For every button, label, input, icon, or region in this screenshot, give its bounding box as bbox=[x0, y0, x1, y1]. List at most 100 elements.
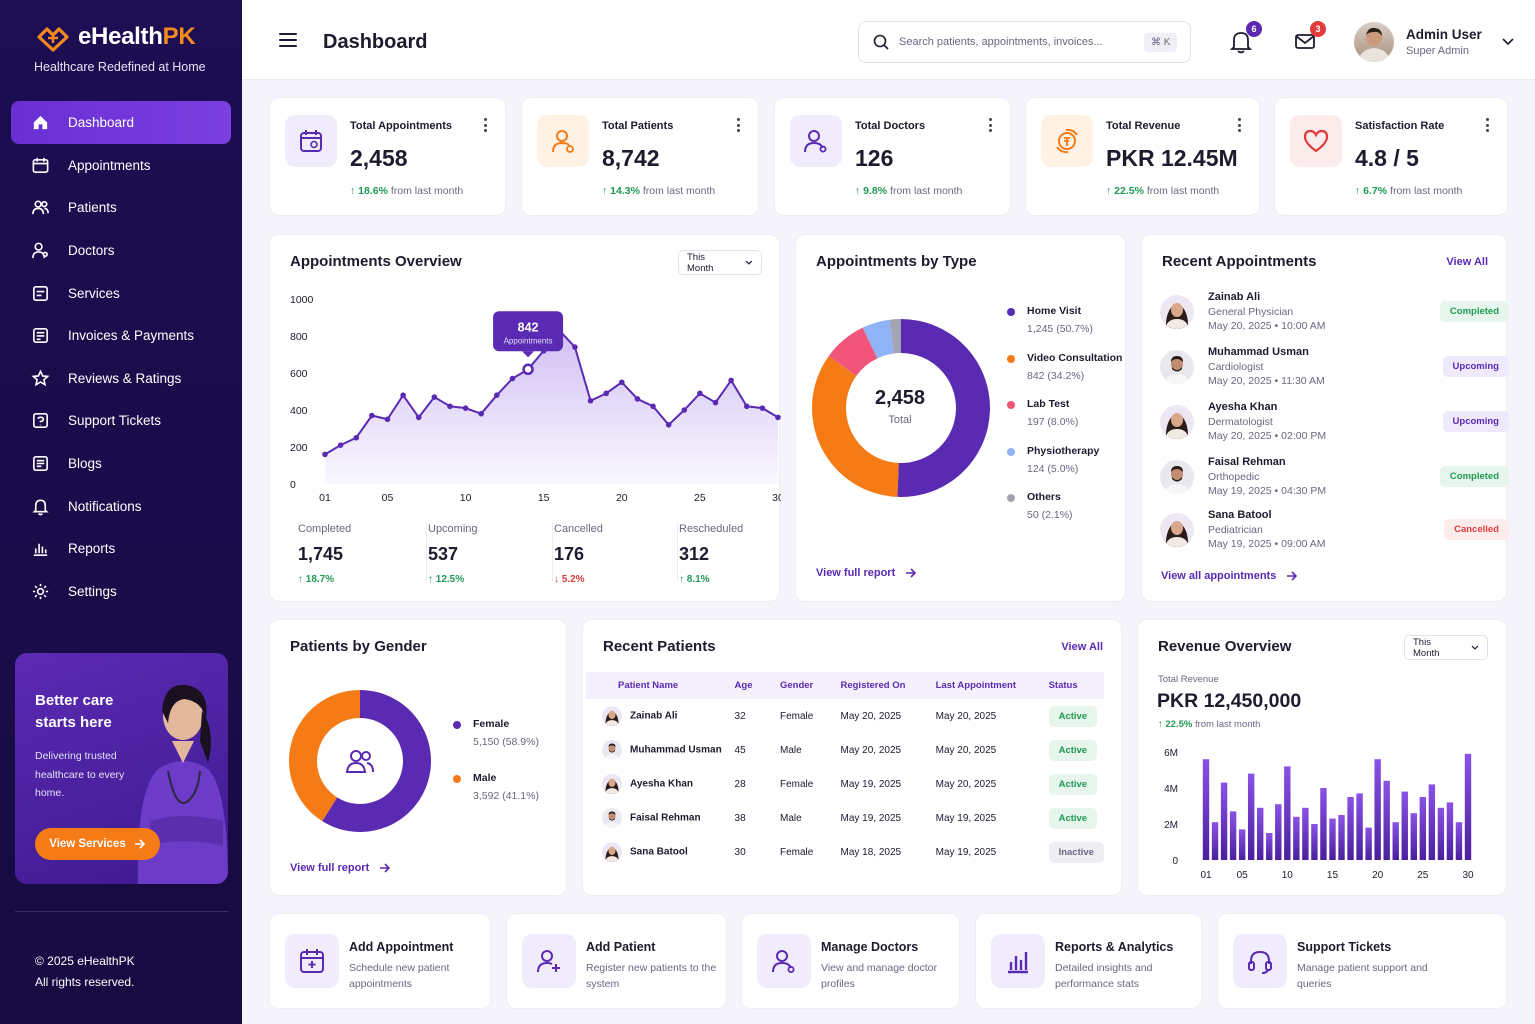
revenue-bar[interactable] bbox=[1419, 797, 1427, 860]
sidebar-item-dashboard[interactable]: Dashboard bbox=[11, 101, 231, 144]
data-point[interactable] bbox=[712, 399, 719, 406]
revenue-bar[interactable] bbox=[1428, 784, 1436, 860]
data-point[interactable] bbox=[618, 379, 625, 386]
sidebar-item-settings[interactable]: Settings bbox=[11, 570, 231, 613]
donut-slice-video-consultation[interactable] bbox=[812, 356, 899, 497]
data-point[interactable] bbox=[462, 405, 469, 411]
revenue-bar[interactable] bbox=[1293, 816, 1300, 860]
column-header[interactable]: Last Appointment bbox=[935, 672, 1049, 699]
data-point[interactable] bbox=[572, 344, 578, 350]
revenue-bar[interactable] bbox=[1311, 824, 1318, 860]
sidebar-item-services[interactable]: Services bbox=[11, 272, 231, 315]
sidebar-item-invoices-payments[interactable]: Invoices & Payments bbox=[11, 314, 231, 357]
list-item[interactable]: Muhammad Usman Cardiologist May 20, 2025 •… bbox=[1160, 346, 1509, 396]
revenue-bar[interactable] bbox=[1392, 822, 1399, 860]
recent-appointments-view-all[interactable]: View All bbox=[1446, 256, 1488, 268]
revenue-bar[interactable] bbox=[1229, 811, 1237, 860]
menu-toggle-icon[interactable] bbox=[279, 33, 297, 47]
data-point[interactable] bbox=[478, 410, 485, 417]
table-row[interactable]: Sana Batool 30 Female May 18, 2025 May 19, 2… bbox=[586, 835, 1104, 869]
data-point[interactable] bbox=[494, 392, 500, 398]
data-point[interactable] bbox=[697, 390, 703, 397]
data-point[interactable] bbox=[650, 403, 656, 410]
data-point[interactable] bbox=[353, 434, 360, 441]
table-row[interactable]: Zainab Ali 32 Female May 20, 2025 May 20, 20… bbox=[586, 699, 1104, 733]
overview-filter-select[interactable]: This Month bbox=[678, 250, 762, 275]
list-item[interactable]: Zainab Ali General Physician May 20, 2025 … bbox=[1160, 291, 1509, 341]
search-bar[interactable]: ⌘ K bbox=[858, 21, 1191, 63]
more-options-icon[interactable] bbox=[1486, 118, 1490, 135]
more-options-icon[interactable] bbox=[484, 118, 488, 135]
sidebar-item-patients[interactable]: Patients bbox=[11, 187, 231, 230]
quick-action-reports-analytics[interactable]: Reports & Analytics Detailed insights and… bbox=[975, 913, 1202, 1009]
notifications-button[interactable]: 6 bbox=[1229, 21, 1262, 54]
data-point[interactable] bbox=[522, 363, 534, 376]
more-options-icon[interactable] bbox=[989, 118, 993, 135]
data-point[interactable] bbox=[400, 392, 406, 398]
donut-slice-home-visit[interactable] bbox=[897, 319, 991, 497]
quick-action-manage-doctors[interactable]: Manage Doctors View and manage doctor pro… bbox=[741, 913, 960, 1009]
revenue-bar[interactable] bbox=[1266, 833, 1273, 860]
revenue-bar[interactable] bbox=[1365, 827, 1372, 860]
table-row[interactable]: Muhammad Usman 45 Male May 20, 2025 May 20, … bbox=[586, 733, 1104, 767]
list-item[interactable]: Faisal Rehman Orthopedic May 19, 2025 • 04… bbox=[1160, 456, 1509, 506]
search-input[interactable] bbox=[899, 36, 1134, 48]
data-point[interactable] bbox=[431, 394, 438, 400]
view-services-button[interactable]: View Services bbox=[35, 828, 160, 860]
revenue-bar[interactable] bbox=[1410, 813, 1417, 860]
revenue-bar[interactable] bbox=[1455, 822, 1463, 860]
gender-report-link[interactable]: View full report bbox=[290, 862, 391, 874]
revenue-bar[interactable] bbox=[1347, 797, 1354, 860]
revenue-bar[interactable] bbox=[1257, 807, 1264, 860]
data-point[interactable] bbox=[775, 414, 781, 421]
data-point[interactable] bbox=[415, 414, 422, 421]
revenue-bar[interactable] bbox=[1437, 807, 1445, 860]
data-point[interactable] bbox=[728, 377, 734, 384]
revenue-bar[interactable] bbox=[1302, 807, 1309, 860]
revenue-bar[interactable] bbox=[1320, 788, 1327, 860]
table-row[interactable]: Ayesha Khan 28 Female May 19, 2025 May 20, 2… bbox=[586, 767, 1104, 801]
revenue-bar[interactable] bbox=[1284, 766, 1291, 860]
column-header[interactable]: Status bbox=[1048, 672, 1104, 699]
revenue-bar[interactable] bbox=[1202, 759, 1210, 860]
list-item[interactable]: Ayesha Khan Dermatologist May 20, 2025 • 0… bbox=[1160, 401, 1509, 451]
data-point[interactable] bbox=[384, 416, 391, 423]
revenue-bar[interactable] bbox=[1338, 815, 1345, 860]
revenue-bar[interactable] bbox=[1401, 791, 1408, 860]
data-point[interactable] bbox=[743, 403, 750, 410]
data-point[interactable] bbox=[665, 422, 672, 428]
quick-action-add-appointment[interactable]: Add Appointment Schedule new patient appo… bbox=[269, 913, 491, 1009]
quick-action-add-patient[interactable]: Add Patient Register new patients to the … bbox=[506, 913, 727, 1009]
brand-logo[interactable]: eHealthPK bbox=[34, 22, 196, 52]
column-header[interactable]: Age bbox=[734, 672, 780, 699]
data-point[interactable] bbox=[634, 396, 641, 402]
list-item[interactable]: Sana Batool Pediatrician May 19, 2025 • 09… bbox=[1160, 509, 1509, 559]
user-menu[interactable]: Admin User Super Admin bbox=[1354, 22, 1514, 62]
data-point[interactable] bbox=[447, 403, 453, 410]
data-point[interactable] bbox=[759, 405, 766, 411]
view-all-appointments-link[interactable]: View all appointments bbox=[1161, 570, 1298, 582]
data-point[interactable] bbox=[587, 397, 594, 404]
by-type-report-link[interactable]: View full report bbox=[816, 567, 917, 579]
sidebar-item-notifications[interactable]: Notifications bbox=[11, 485, 231, 528]
sidebar-item-appointments[interactable]: Appointments bbox=[11, 144, 231, 187]
revenue-bar[interactable] bbox=[1275, 804, 1282, 860]
revenue-bar[interactable] bbox=[1374, 759, 1381, 860]
revenue-filter-select[interactable]: This Month bbox=[1404, 635, 1488, 660]
revenue-bar[interactable] bbox=[1220, 782, 1228, 860]
revenue-bar[interactable] bbox=[1446, 802, 1454, 860]
data-point[interactable] bbox=[603, 390, 609, 397]
data-point[interactable] bbox=[681, 407, 688, 413]
data-point[interactable] bbox=[337, 442, 344, 448]
revenue-bar[interactable] bbox=[1329, 818, 1336, 860]
revenue-bar[interactable] bbox=[1356, 793, 1363, 860]
revenue-bar[interactable] bbox=[1238, 829, 1246, 860]
donut-slice-others[interactable] bbox=[889, 319, 901, 354]
sidebar-item-blogs[interactable]: Blogs bbox=[11, 442, 231, 485]
messages-button[interactable]: 3 bbox=[1294, 21, 1326, 54]
more-options-icon[interactable] bbox=[737, 118, 741, 135]
donut-slice-physiotherapy[interactable] bbox=[862, 319, 894, 359]
data-point[interactable] bbox=[509, 375, 516, 382]
sidebar-item-reviews-ratings[interactable]: Reviews & Ratings bbox=[11, 357, 231, 400]
data-point[interactable] bbox=[369, 412, 375, 419]
